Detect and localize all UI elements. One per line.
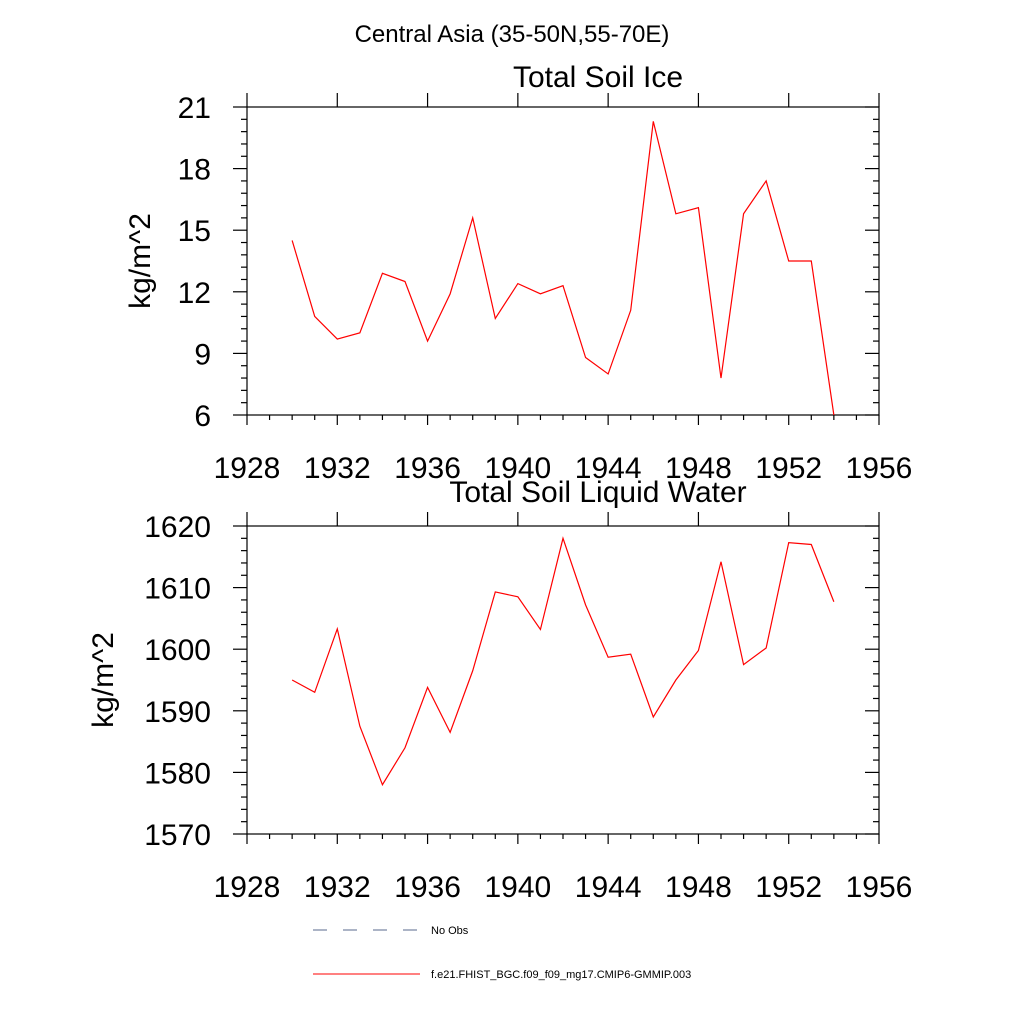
soil-liquid-ytick-label: 1610 bbox=[144, 573, 211, 606]
soil-ice-ytick-label: 15 bbox=[178, 215, 211, 248]
soil-ice-xtick-label: 1948 bbox=[665, 452, 732, 485]
soil-liquid-ytick-label: 1580 bbox=[144, 757, 211, 790]
legend-no-obs-label: No Obs bbox=[431, 925, 469, 937]
soil-ice-xtick-label: 1936 bbox=[394, 452, 461, 485]
soil-liquid-xtick-label: 1944 bbox=[575, 871, 642, 904]
soil-liquid-xtick-label: 1940 bbox=[484, 871, 551, 904]
soil-liquid-xtick-label: 1928 bbox=[214, 871, 281, 904]
soil-liquid-water-panel: Total Soil Liquid Water kg/m^2 1928 1932 193… bbox=[87, 476, 912, 904]
soil-ice-xtick-label: 1944 bbox=[575, 452, 642, 485]
soil-ice-series-line bbox=[291, 121, 835, 416]
soil-liquid-ylabel: kg/m^2 bbox=[87, 632, 120, 728]
soil-liquid-xtick-label: 1932 bbox=[304, 871, 371, 904]
soil-ice-xtick-label: 1932 bbox=[304, 452, 371, 485]
soil-ice-xtick-label: 1928 bbox=[214, 452, 281, 485]
legend-model-label: f.e21.FHIST_BGC.f09_f09_mg17.CMIP6-GMMIP… bbox=[431, 969, 691, 981]
soil-liquid-plot-frame bbox=[246, 525, 880, 835]
soil-liquid-xtick-label: 1936 bbox=[394, 871, 461, 904]
soil-liquid-ytick-label: 1570 bbox=[144, 819, 211, 852]
soil-ice-ytick-label: 18 bbox=[178, 154, 211, 187]
soil-liquid-title: Total Soil Liquid Water bbox=[449, 476, 746, 509]
legend: No Obs f.e21.FHIST_BGC.f09_f09_mg17.CMIP… bbox=[313, 925, 691, 981]
soil-liquid-ytick-label: 1620 bbox=[144, 511, 211, 544]
soil-ice-title: Total Soil Ice bbox=[513, 61, 683, 94]
soil-liquid-xtick-label: 1952 bbox=[755, 871, 822, 904]
soil-liquid-series-line bbox=[291, 536, 835, 787]
soil-ice-xtick-label: 1952 bbox=[755, 452, 822, 485]
soil-liquid-xtick-label: 1956 bbox=[846, 871, 913, 904]
soil-liquid-ytick-label: 1600 bbox=[144, 634, 211, 667]
soil-ice-plot-frame bbox=[246, 106, 880, 416]
soil-liquid-xtick-label: 1948 bbox=[665, 871, 732, 904]
soil-ice-ytick-label: 9 bbox=[194, 338, 211, 371]
soil-ice-panel: Total Soil Ice kg/m^2 1928 1932 1936 1940 1944… bbox=[124, 61, 912, 485]
soil-ice-ytick-label: 21 bbox=[178, 92, 211, 125]
soil-liquid-ytick-label: 1590 bbox=[144, 696, 211, 729]
soil-ice-ylabel: kg/m^2 bbox=[124, 213, 157, 309]
soil-ice-ytick-label: 6 bbox=[194, 400, 211, 433]
soil-ice-xtick-label: 1956 bbox=[846, 452, 913, 485]
figure-suptitle: Central Asia (35-50N,55-70E) bbox=[355, 21, 670, 48]
soil-ice-xtick-label: 1940 bbox=[484, 452, 551, 485]
soil-ice-ytick-label: 12 bbox=[178, 277, 211, 310]
